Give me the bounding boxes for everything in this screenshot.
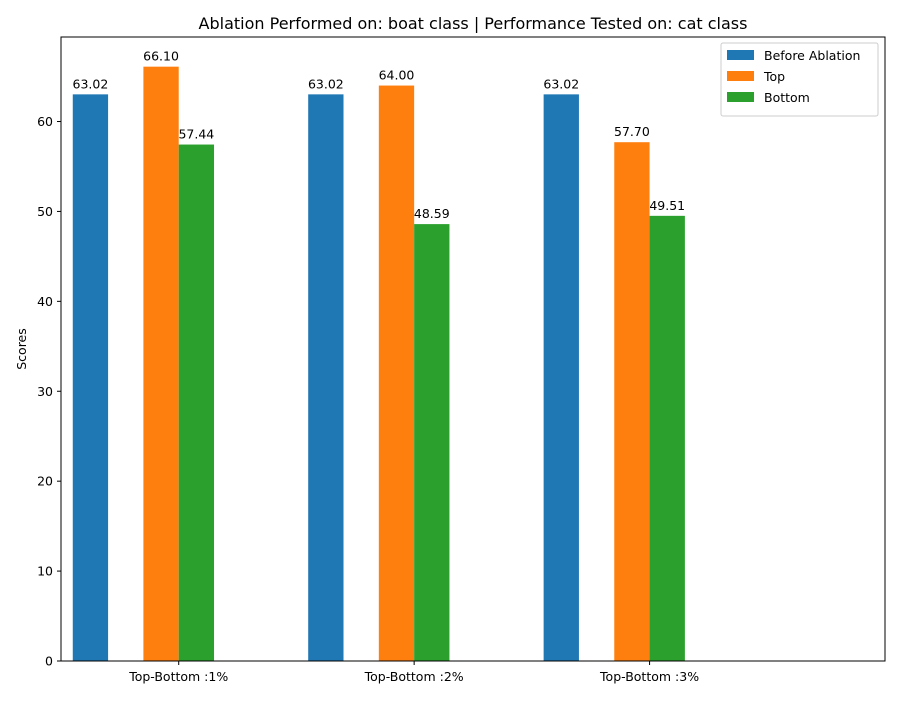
bar-1-0 — [143, 66, 179, 662]
plot-frame — [60, 36, 886, 662]
y-tick-label-6: 60 — [37, 114, 53, 129]
legend-label-1: Top — [763, 69, 785, 84]
y-axis-ticks: 0 10 20 30 40 50 60 — [37, 114, 61, 669]
bar-0-1 — [308, 94, 344, 662]
chart-title: Ablation Performed on: boat class | Perf… — [199, 14, 748, 33]
legend-label-0: Before Ablation — [764, 48, 860, 63]
legend-swatch-2 — [727, 92, 754, 102]
bar-2-2 — [649, 215, 685, 661]
data-label-2-2: 49.51 — [649, 198, 685, 213]
y-tick-label-2: 20 — [37, 474, 53, 489]
bar-1-2 — [614, 142, 650, 661]
data-label-2-1: 48.59 — [414, 206, 450, 221]
y-tick-label-3: 30 — [37, 384, 53, 399]
y-tick-label-0: 0 — [45, 654, 53, 669]
legend-box — [720, 42, 879, 117]
x-tick-label-1: Top-Bottom :2% — [364, 669, 464, 684]
legend-swatch-0 — [727, 50, 754, 60]
bar-2-1 — [414, 224, 450, 662]
data-label-0-0: 63.02 — [73, 76, 109, 91]
bar-2-0 — [178, 144, 215, 662]
bar-0-2 — [543, 94, 579, 662]
x-tick-label-0: Top-Bottom :1% — [128, 669, 228, 684]
data-label-0-1: 63.02 — [308, 76, 344, 91]
x-axis-ticks: Top-Bottom :1% Top-Bottom :2% Top-Bottom :… — [128, 661, 699, 684]
data-label-0-2: 63.02 — [543, 76, 579, 91]
bar-0-0 — [72, 94, 109, 662]
data-label-1-1: 64.00 — [379, 68, 415, 83]
data-label-2-0: 57.44 — [178, 127, 214, 142]
legend-swatch-1 — [727, 71, 754, 81]
legend-label-2: Bottom — [764, 90, 810, 105]
y-tick-label-5: 50 — [37, 204, 53, 219]
x-tick-label-2: Top-Bottom :3% — [599, 669, 699, 684]
data-labels-group: 63.02 63.02 63.02 66.10 64.00 57.70 57.44 48.59… — [73, 49, 686, 221]
bar-1-1 — [378, 85, 415, 662]
y-tick-label-1: 10 — [37, 564, 53, 579]
y-tick-label-4: 40 — [37, 294, 53, 309]
legend: Before Ablation Top Bottom — [720, 42, 879, 117]
y-axis-label: Scores — [14, 328, 29, 370]
data-label-1-0: 66.10 — [143, 49, 179, 64]
data-label-1-2: 57.70 — [614, 124, 650, 139]
bars-group — [72, 66, 685, 662]
